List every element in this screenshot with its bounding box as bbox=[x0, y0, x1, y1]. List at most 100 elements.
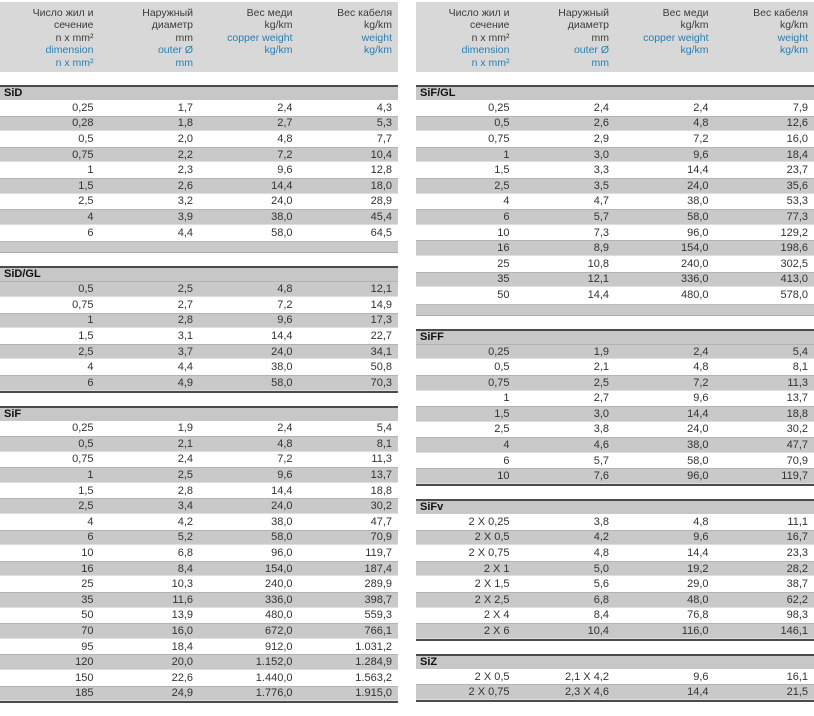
cell: 30,2 bbox=[715, 423, 814, 435]
cell: 10,4 bbox=[516, 625, 616, 637]
cell: 7,7 bbox=[299, 133, 399, 145]
cell: 6 bbox=[0, 227, 100, 239]
cell: 0,75 bbox=[0, 453, 100, 465]
cell: 14,4 bbox=[199, 180, 299, 192]
cell: 336,0 bbox=[199, 594, 299, 606]
column-header-line-en: copper weight bbox=[199, 32, 293, 44]
cell: 766,1 bbox=[299, 625, 399, 637]
cell: 0,5 bbox=[0, 438, 100, 450]
cell: 6,8 bbox=[100, 547, 200, 559]
cell: 480,0 bbox=[615, 289, 715, 301]
cell: 2 X 6 bbox=[416, 625, 516, 637]
cell: 4,4 bbox=[100, 227, 200, 239]
cell: 129,2 bbox=[715, 227, 814, 239]
cell: 4,8 bbox=[199, 438, 299, 450]
cell: 116,0 bbox=[615, 625, 715, 637]
cell: 5,2 bbox=[100, 531, 200, 543]
cell: 2,4 bbox=[516, 102, 616, 114]
cell: 4,2 bbox=[100, 516, 200, 528]
cell: 4,6 bbox=[516, 439, 616, 451]
column-header-line-en: kg/km bbox=[199, 44, 293, 56]
cell: 38,0 bbox=[615, 439, 715, 451]
cell: 17,3 bbox=[299, 314, 399, 326]
cell: 4,8 bbox=[615, 516, 715, 528]
cell: 8,4 bbox=[516, 609, 616, 621]
cell: 185 bbox=[0, 687, 100, 699]
cell: 413,0 bbox=[715, 273, 814, 285]
cell: 98,3 bbox=[715, 609, 814, 621]
cell: 2,4 bbox=[615, 346, 715, 358]
column-header-line-en: outer Ø bbox=[100, 44, 194, 56]
cell: 2,5 bbox=[100, 283, 200, 295]
column-header-line-en: n x mm² bbox=[416, 57, 510, 69]
cell: 38,0 bbox=[615, 195, 715, 207]
cell: 2 X 2,5 bbox=[416, 594, 516, 606]
cell: 1,5 bbox=[0, 485, 100, 497]
cell: 18,8 bbox=[299, 485, 399, 497]
cell: 2,3 bbox=[100, 164, 200, 176]
section-header-bar: SiFv bbox=[416, 499, 814, 514]
cell: 4,8 bbox=[199, 283, 299, 295]
column-header-line-en: dimension bbox=[416, 44, 510, 56]
section-title: SiD bbox=[4, 87, 22, 99]
cell: 2,4 bbox=[615, 102, 715, 114]
column-header-line-en: n x mm² bbox=[0, 57, 94, 69]
column-header-line-ru: Вес кабеля bbox=[715, 7, 809, 19]
column-header-line-ru: n x mm² bbox=[0, 32, 94, 44]
cell: 23,3 bbox=[715, 547, 814, 559]
cell: 1.152,0 bbox=[199, 656, 299, 668]
cell: 62,2 bbox=[715, 594, 814, 606]
cell: 1 bbox=[0, 469, 100, 481]
cell: 3,9 bbox=[100, 211, 200, 223]
cell: 16,1 bbox=[715, 671, 814, 683]
cell: 1.284,9 bbox=[299, 656, 399, 668]
column-header-line-ru: Число жил и bbox=[0, 7, 94, 19]
cell: 0,25 bbox=[0, 422, 100, 434]
cell: 18,0 bbox=[299, 180, 399, 192]
cell: 8,4 bbox=[100, 563, 200, 575]
cell: 28,2 bbox=[715, 563, 814, 575]
cell: 240,0 bbox=[615, 258, 715, 270]
cell: 2,8 bbox=[100, 314, 200, 326]
cell: 3,0 bbox=[516, 149, 616, 161]
cell: 0,5 bbox=[0, 283, 100, 295]
cell: 24,0 bbox=[199, 346, 299, 358]
cell: 2,4 bbox=[199, 422, 299, 434]
cell: 11,1 bbox=[715, 516, 814, 528]
cell: 8,1 bbox=[715, 361, 814, 373]
cell: 47,7 bbox=[299, 516, 399, 528]
cell: 2,1 bbox=[100, 438, 200, 450]
cell: 4 bbox=[416, 195, 516, 207]
cell: 336,0 bbox=[615, 273, 715, 285]
cell: 96,0 bbox=[615, 227, 715, 239]
cell: 2,6 bbox=[100, 180, 200, 192]
table-closing-band bbox=[416, 304, 814, 316]
cell: 58,0 bbox=[615, 211, 715, 223]
cell: 5,0 bbox=[516, 563, 616, 575]
cell: 2,5 bbox=[0, 346, 100, 358]
cell: 7,2 bbox=[199, 299, 299, 311]
cell: 16,7 bbox=[715, 531, 814, 543]
cell: 10,8 bbox=[516, 258, 616, 270]
